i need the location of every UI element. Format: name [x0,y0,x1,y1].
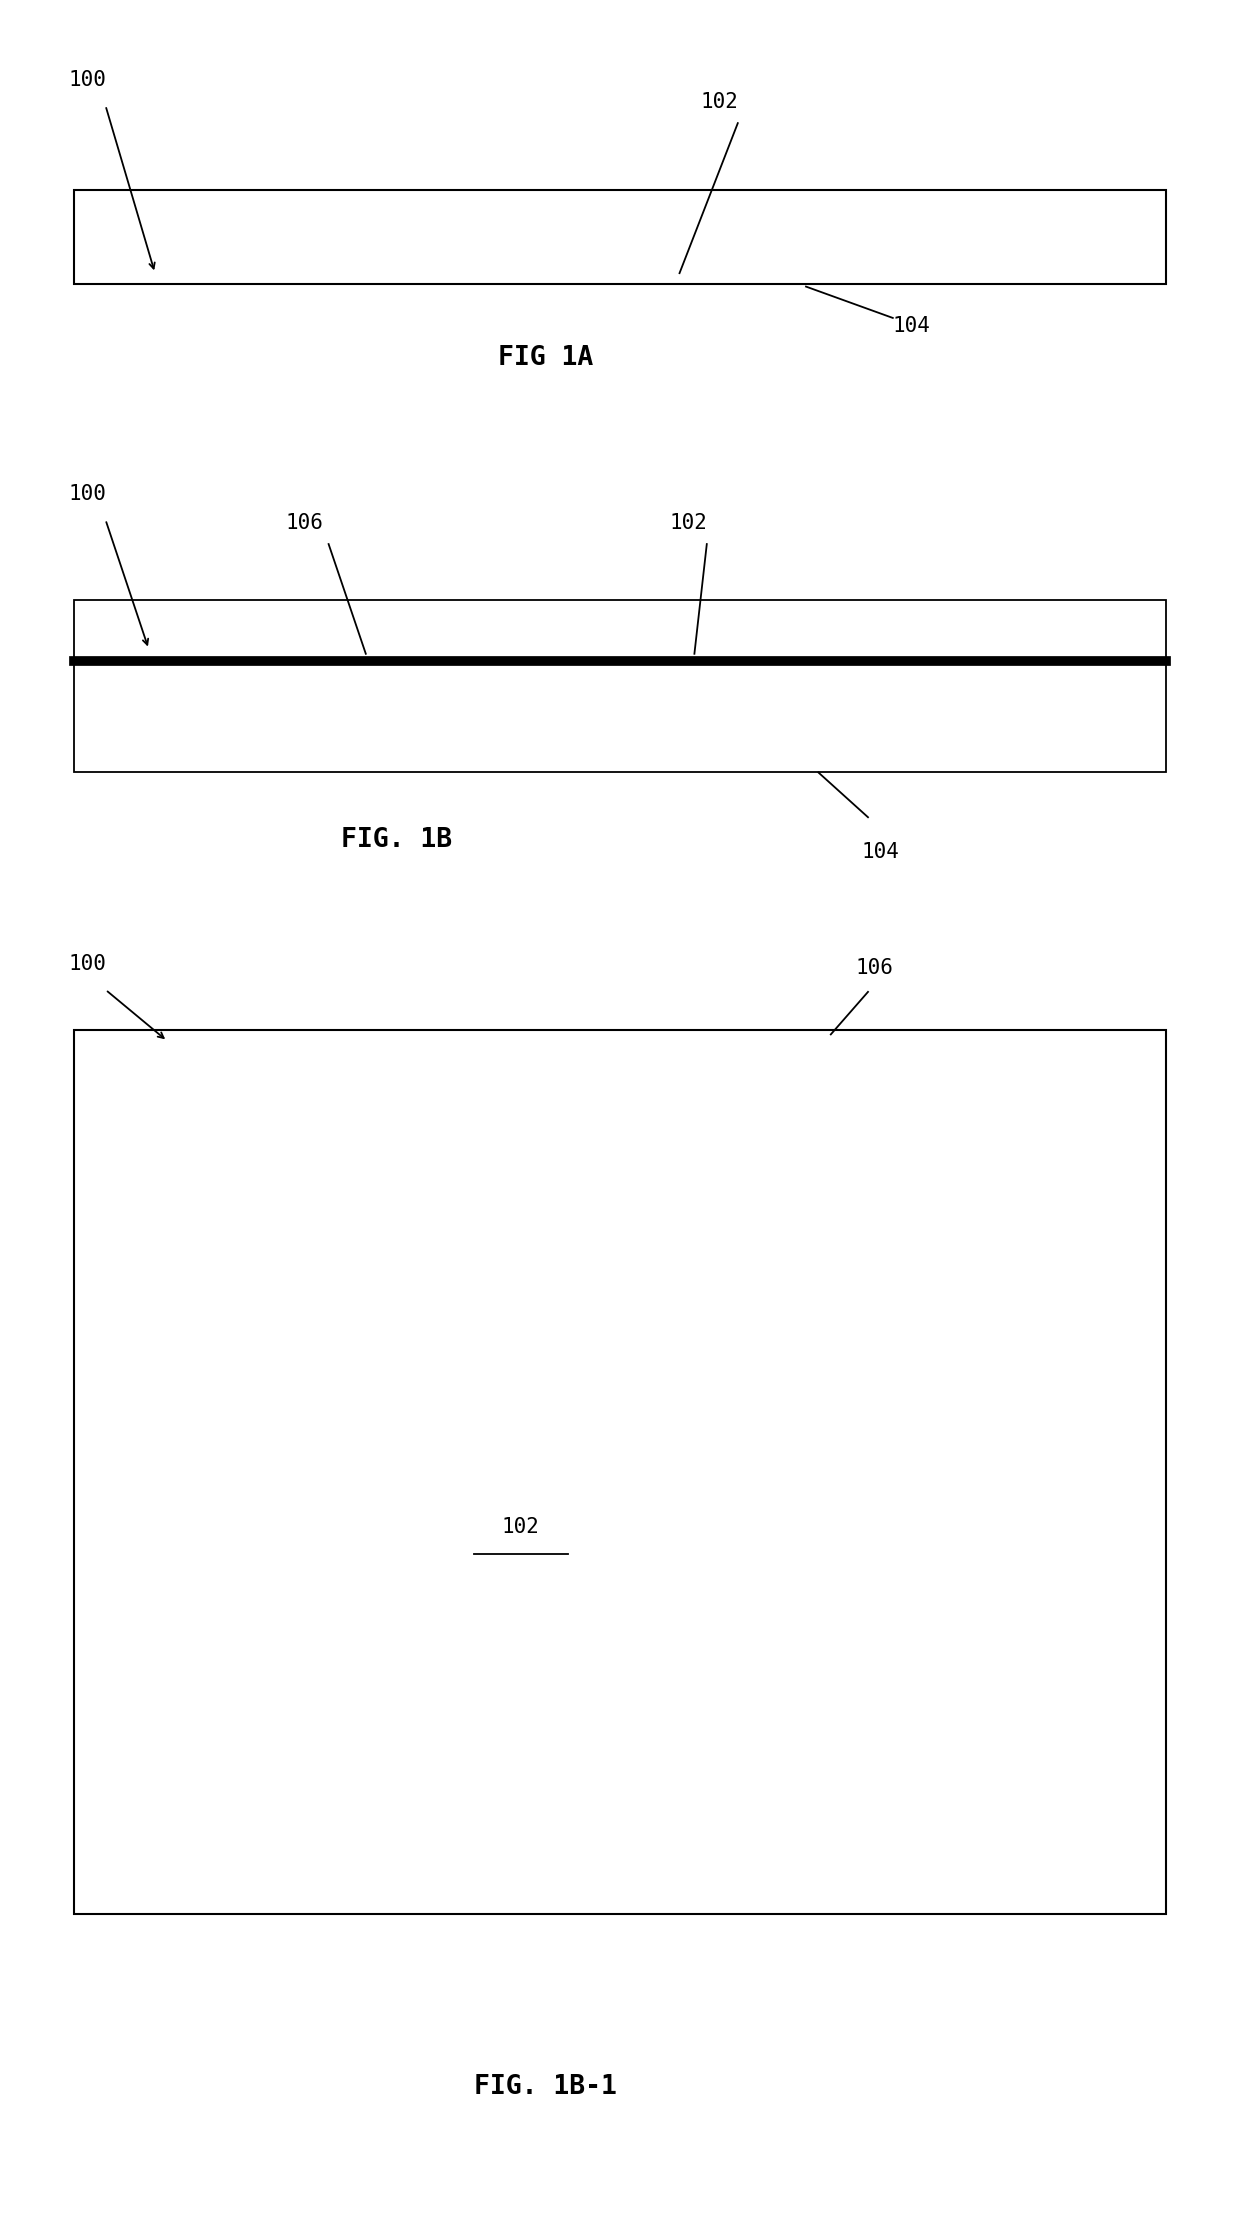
Bar [74,190,1166,284]
Text: 106: 106 [856,958,894,978]
Text: FIG. 1B-1: FIG. 1B-1 [474,2073,618,2100]
Text: 104: 104 [862,842,900,862]
Text: FIG. 1B: FIG. 1B [341,826,453,853]
Text: 100: 100 [68,69,107,90]
Bar [74,661,1166,772]
Text: 102: 102 [701,92,739,112]
Text: 102: 102 [670,513,708,533]
Text: 100: 100 [68,484,107,504]
Bar [74,600,1166,658]
Text: 102: 102 [502,1518,539,1536]
Text: 104: 104 [893,316,931,336]
Text: 106: 106 [285,513,324,533]
Text: FIG 1A: FIG 1A [498,345,593,372]
Bar [74,1030,1166,1914]
Text: 100: 100 [68,954,107,974]
